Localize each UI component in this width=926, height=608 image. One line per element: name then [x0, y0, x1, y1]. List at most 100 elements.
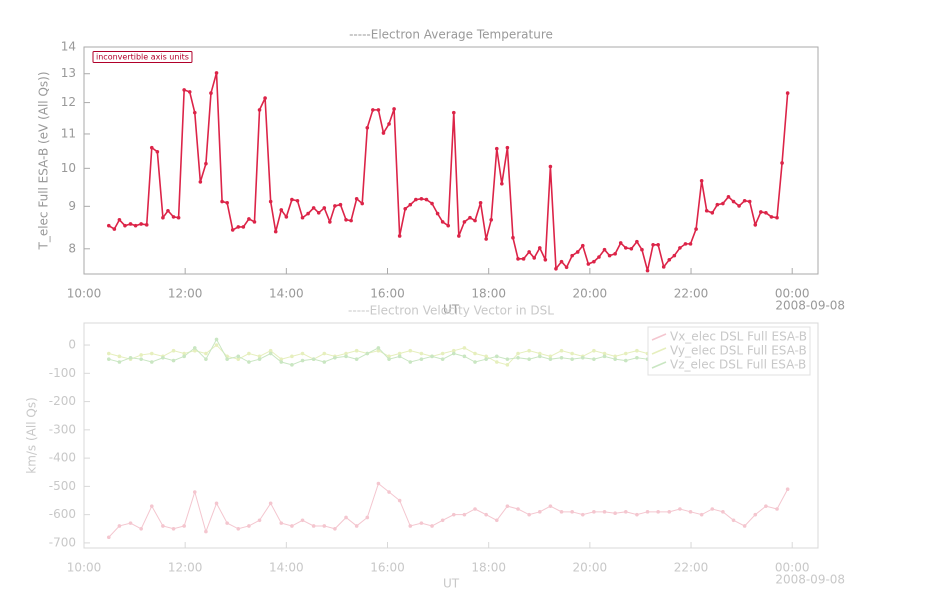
data-point [187, 90, 192, 94]
x-tick-label: 12:00 [168, 287, 203, 301]
data-point [667, 257, 672, 262]
data-point [333, 355, 337, 360]
data-point [494, 518, 499, 523]
data-point [241, 225, 246, 229]
data-point [106, 223, 111, 228]
series-line [108, 482, 789, 538]
data-point [440, 220, 445, 224]
x-tick-label: 10:00 [67, 287, 102, 301]
data-point [699, 179, 704, 183]
data-point [462, 354, 467, 359]
data-point [468, 215, 472, 220]
legend-box [647, 326, 811, 376]
data-point [554, 266, 558, 271]
data-point [516, 257, 520, 261]
data-point [225, 521, 229, 525]
data-point [349, 218, 353, 223]
data-point [387, 122, 391, 126]
data-point [580, 512, 585, 517]
x-tick-label: 16:00 [370, 561, 405, 575]
data-point [128, 521, 133, 525]
data-point [602, 354, 607, 359]
data-point [192, 110, 197, 115]
data-point [128, 355, 133, 360]
data-point [209, 91, 213, 95]
data-point [592, 510, 596, 514]
y-tick-label: 0 [68, 338, 76, 352]
data-point [704, 208, 709, 213]
data-point [451, 512, 456, 517]
data-point [333, 526, 337, 531]
data-point [548, 354, 553, 359]
data-point [322, 360, 327, 364]
annotation: inconvertible axis units [96, 53, 189, 62]
data-point [408, 348, 413, 353]
data-point [430, 524, 434, 528]
data-point [290, 524, 294, 528]
y-tick-label: -100 [49, 366, 76, 380]
data-point [516, 351, 520, 356]
data-point [381, 131, 386, 135]
data-point [139, 222, 143, 226]
data-point [316, 210, 321, 215]
data-point [182, 354, 186, 359]
data-point [414, 197, 418, 202]
data-point [623, 351, 628, 356]
data-point [537, 354, 542, 359]
data-point [268, 501, 273, 506]
data-point [290, 197, 294, 202]
data-point [629, 246, 634, 251]
y-tick-label: -400 [49, 451, 76, 465]
data-point [742, 524, 747, 528]
data-point [537, 510, 542, 514]
panel-title: -----Electron Average Temperature [349, 28, 553, 42]
data-point [397, 351, 402, 356]
data-point [192, 346, 197, 350]
data-point [139, 526, 143, 531]
data-point [371, 108, 375, 112]
x-tick-label: 14:00 [269, 287, 304, 301]
legend-label: Vx_elec DSL Full ESA-B [670, 330, 807, 344]
data-point [182, 524, 186, 528]
data-point [117, 354, 122, 359]
data-point [376, 108, 381, 112]
data-point [268, 199, 273, 204]
data-point [602, 351, 607, 356]
data-point [635, 348, 639, 353]
data-point [462, 346, 467, 350]
data-point [338, 202, 343, 207]
data-point [548, 357, 553, 361]
data-point [106, 351, 111, 356]
data-point [268, 351, 273, 356]
data-point [737, 204, 741, 208]
data-point [204, 529, 208, 534]
data-point [672, 253, 677, 258]
data-point [710, 210, 715, 215]
data-point [236, 354, 241, 359]
plot-frame [83, 46, 819, 275]
data-point [645, 268, 650, 273]
data-point [344, 515, 348, 520]
data-point [618, 241, 623, 245]
data-point [360, 201, 365, 206]
data-point [688, 510, 693, 514]
legend-swatch [651, 347, 667, 355]
data-point [613, 251, 617, 256]
data-point [133, 223, 138, 228]
x-tick-label: 00:00 [775, 287, 810, 301]
data-point [273, 229, 278, 234]
data-point [328, 220, 332, 224]
data-point [257, 108, 262, 112]
data-point [462, 220, 467, 224]
data-point [440, 351, 445, 356]
data-point [149, 360, 154, 364]
data-point [300, 351, 305, 356]
data-point [257, 357, 262, 361]
data-point [290, 354, 294, 359]
data-point [139, 357, 143, 361]
x-tick-label: 00:00 [775, 561, 810, 575]
data-point [214, 501, 219, 506]
data-point [220, 199, 224, 204]
data-point [473, 507, 477, 511]
data-point [559, 348, 564, 353]
